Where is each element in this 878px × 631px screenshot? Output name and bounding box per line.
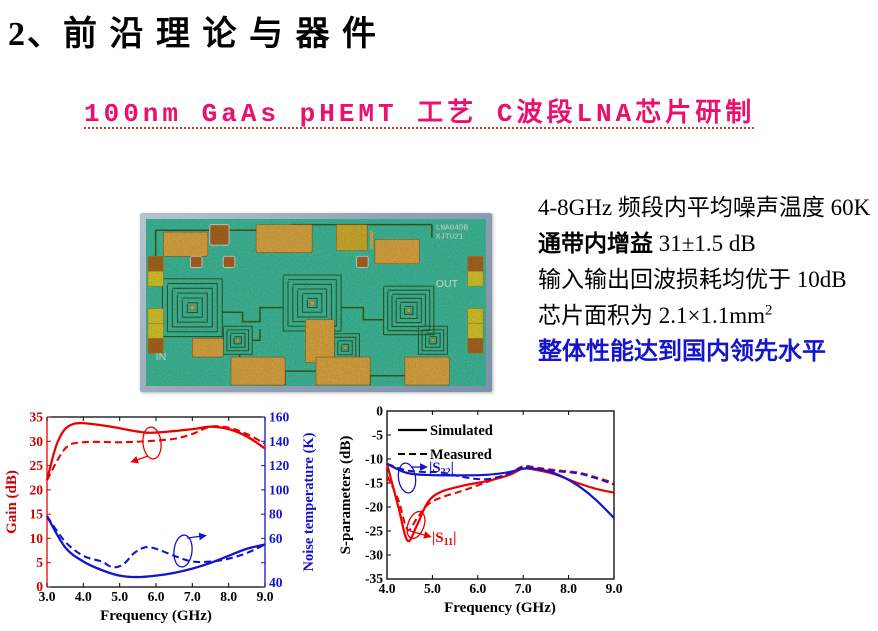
svg-text:9.0: 9.0 [606,581,623,596]
svg-text:6.0: 6.0 [469,581,486,596]
svg-text:10: 10 [30,531,44,546]
svg-text:40: 40 [269,575,283,590]
svg-text:-5: -5 [372,428,383,443]
svg-text:|S11|: |S11| [432,530,456,548]
svg-text:5.0: 5.0 [424,581,441,596]
svg-text:7.0: 7.0 [515,581,532,596]
svg-text:8.0: 8.0 [220,589,237,604]
svg-text:0: 0 [376,404,383,419]
svg-text:Frequency (GHz): Frequency (GHz) [100,608,212,624]
svg-text:15: 15 [30,507,44,522]
svg-text:160: 160 [269,410,290,425]
svg-text:Gain (dB): Gain (dB) [4,470,20,534]
svg-text:140: 140 [269,434,290,449]
svg-text:5.0: 5.0 [111,589,128,604]
svg-text:9.0: 9.0 [257,589,274,604]
svg-text:7.0: 7.0 [184,589,201,604]
svg-text:Simulated: Simulated [430,423,493,439]
svg-text:5: 5 [36,555,43,570]
svg-text:80: 80 [269,507,283,522]
svg-text:100: 100 [269,482,290,497]
svg-text:Noise temperature (K): Noise temperature (K) [301,432,317,571]
svg-text:20: 20 [30,482,44,497]
svg-text:-20: -20 [365,500,383,515]
svg-text:4.0: 4.0 [75,589,92,604]
svg-text:-25: -25 [365,524,383,539]
svg-text:120: 120 [269,458,290,473]
svg-text:S-parameters (dB): S-parameters (dB) [338,436,354,555]
svg-text:30: 30 [30,434,44,449]
svg-text:Frequency (GHz): Frequency (GHz) [444,600,556,616]
svg-text:-35: -35 [365,571,383,586]
svg-text:6.0: 6.0 [148,589,165,604]
svg-text:35: 35 [30,410,44,425]
svg-text:-10: -10 [365,452,383,467]
svg-text:60: 60 [269,531,283,546]
svg-text:-15: -15 [365,476,383,491]
svg-text:-30: -30 [365,548,383,563]
svg-text:25: 25 [30,458,44,473]
svg-text:0: 0 [36,579,43,594]
svg-text:8.0: 8.0 [560,581,577,596]
